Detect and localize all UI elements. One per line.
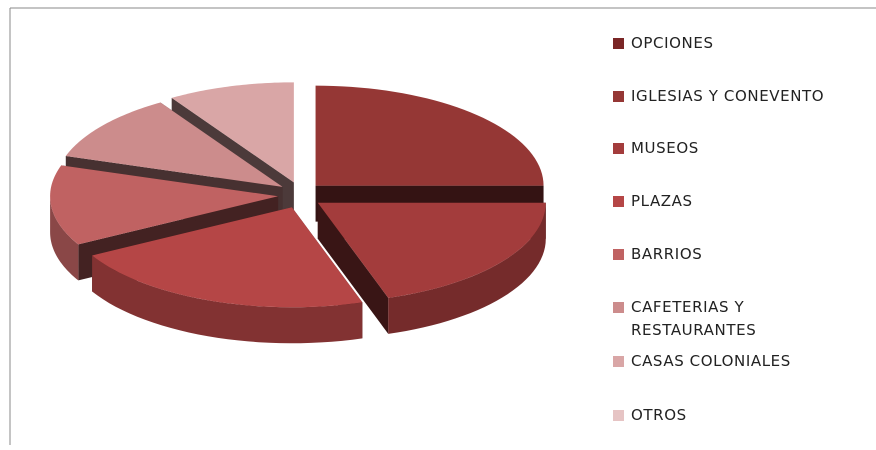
slice bbox=[50, 165, 279, 245]
legend-swatch bbox=[613, 249, 624, 260]
legend-item: CASAS COLONIALES bbox=[613, 350, 871, 373]
slice bbox=[171, 82, 294, 183]
slice-side bbox=[92, 255, 363, 344]
legend-item: OTROS bbox=[613, 404, 871, 427]
legend-label: OPCIONES bbox=[631, 34, 714, 52]
legend-swatch bbox=[613, 143, 624, 154]
legend-label: CASAS COLONIALES bbox=[631, 352, 791, 370]
legend-swatch bbox=[613, 356, 624, 367]
legend-label: OTROS bbox=[631, 406, 687, 424]
slice bbox=[65, 102, 283, 187]
legend-item: PLAZAS bbox=[613, 190, 871, 213]
slice bbox=[315, 85, 544, 186]
legend-item: MUSEOS bbox=[613, 137, 871, 160]
legend-swatch bbox=[613, 410, 624, 421]
legend-item: BARRIOS bbox=[613, 243, 871, 266]
legend-label: IGLESIAS Y CONEVENTO bbox=[631, 87, 825, 105]
legend-swatch bbox=[613, 91, 624, 102]
legend-item: CAFETERIAS Y RESTAURANTES bbox=[613, 296, 831, 342]
slice-wall bbox=[317, 202, 389, 334]
legend-label: CAFETERIAS Y RESTAURANTES bbox=[631, 298, 757, 339]
slice bbox=[317, 202, 546, 298]
legend-swatch bbox=[613, 196, 624, 207]
legend-swatch bbox=[613, 302, 624, 313]
legend-item: IGLESIAS Y CONEVENTO bbox=[613, 85, 871, 108]
legend-label: BARRIOS bbox=[631, 245, 703, 263]
slice-side bbox=[50, 196, 79, 281]
pie bbox=[50, 82, 546, 344]
legend-item: OPCIONES bbox=[613, 32, 871, 55]
slice bbox=[92, 207, 363, 308]
legend-swatch bbox=[613, 38, 624, 49]
legend-label: MUSEOS bbox=[631, 139, 699, 157]
legend-label: PLAZAS bbox=[631, 192, 693, 210]
slice-side bbox=[388, 202, 546, 334]
